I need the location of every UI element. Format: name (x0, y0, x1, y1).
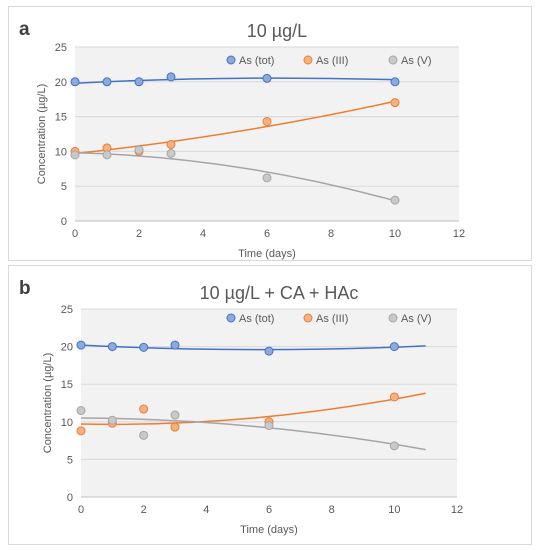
data-point-as-tot (134, 77, 144, 87)
x-tick-label: 0 (78, 504, 84, 516)
data-point-as-tot (107, 342, 117, 352)
legend-marker-as-v (388, 313, 398, 323)
data-point-as-v (107, 415, 117, 425)
legend-marker-as-tot (226, 313, 236, 323)
x-tick-label: 10 (388, 504, 400, 516)
data-point-as-v (390, 195, 400, 205)
x-axis-title: Time (days) (240, 524, 298, 536)
data-point-as-v (139, 430, 149, 440)
y-tick-label: 5 (67, 454, 73, 466)
plot-area (75, 47, 459, 221)
data-point-as-v (166, 148, 176, 158)
trendline-as-tot (80, 344, 426, 351)
x-tick-label: 2 (136, 228, 142, 240)
y-axis-title: Concentration (µg/L) (36, 84, 48, 185)
trendline-as-iii (74, 100, 396, 155)
trendline-as-v (74, 152, 396, 202)
y-tick-label: 25 (61, 304, 73, 316)
legend-label-as-v: As (V) (401, 55, 432, 67)
data-point-as-tot (262, 73, 272, 83)
data-point-as-iii (390, 98, 400, 108)
x-tick-label: 8 (329, 504, 335, 516)
x-tick-label: 0 (72, 228, 78, 240)
chart-title: 10 µg/L (247, 21, 307, 41)
chart-panel-b: b 0 5 10 15 20 25 0 2 4 6 8 10 12 10 µg/L + CA + HAc T… (8, 265, 532, 545)
plot-area (81, 309, 457, 497)
data-point-as-iii (262, 116, 272, 126)
x-tick-label: 6 (264, 228, 270, 240)
legend-label-as-v: As (V) (401, 313, 432, 325)
chart-svg: 0 5 10 15 20 25 0 2 4 6 8 10 12 10 µg/L + CA + HAc Tim… (42, 283, 463, 536)
y-axis-title: Concentration (µg/L) (42, 353, 54, 454)
y-tick-label: 15 (55, 112, 67, 124)
data-point-as-v (170, 410, 180, 420)
legend-label-as-iii: As (III) (316, 313, 348, 325)
data-point-as-tot (389, 342, 399, 352)
data-point-as-iii (139, 404, 149, 414)
data-point-as-tot (390, 77, 400, 87)
y-tick-label: 20 (61, 342, 73, 354)
data-point-as-v (70, 150, 80, 160)
y-tick-label: 25 (55, 42, 67, 54)
x-tick-label: 12 (453, 228, 465, 240)
trendline-as-tot (74, 77, 396, 84)
legend-marker-as-iii (303, 313, 313, 323)
data-point-as-tot (76, 340, 86, 350)
y-tick-label: 10 (55, 146, 67, 158)
data-point-as-tot (170, 340, 180, 350)
x-tick-label: 4 (203, 504, 209, 516)
y-tick-label: 10 (61, 417, 73, 429)
x-axis-title: Time (days) (238, 248, 296, 260)
legend-marker-as-tot (226, 55, 236, 65)
data-point-as-tot (139, 342, 149, 352)
panel-label: a (19, 19, 30, 40)
x-tick-label: 12 (451, 504, 463, 516)
data-point-as-iii (76, 426, 86, 436)
data-point-as-v (76, 406, 86, 416)
x-tick-label: 6 (266, 504, 272, 516)
y-tick-label: 15 (61, 379, 73, 391)
data-point-as-tot (70, 77, 80, 87)
legend-label-as-tot: As (tot) (239, 55, 274, 67)
data-point-as-tot (264, 346, 274, 356)
y-tick-label: 5 (61, 181, 67, 193)
legend-label-as-iii: As (III) (316, 55, 348, 67)
x-tick-label: 8 (328, 228, 334, 240)
chart-panel-a: a 0 5 10 15 20 25 0 2 4 6 8 10 12 10 µg/L Time (days) C… (8, 6, 532, 261)
data-point-as-v (389, 441, 399, 451)
trendline-as-iii (80, 392, 426, 426)
x-tick-label: 2 (141, 504, 147, 516)
y-tick-label: 0 (67, 492, 73, 504)
y-tick-label: 0 (61, 216, 67, 228)
data-point-as-iii (389, 392, 399, 402)
x-tick-label: 10 (389, 228, 401, 240)
panel-label: b (19, 278, 31, 299)
legend-marker-as-iii (303, 55, 313, 65)
data-point-as-iii (170, 422, 180, 432)
data-point-as-v (134, 145, 144, 155)
data-point-as-v (262, 173, 272, 183)
trendline-as-v (80, 417, 426, 451)
y-tick-label: 20 (55, 77, 67, 89)
data-point-as-v (102, 150, 112, 160)
data-point-as-tot (166, 72, 176, 82)
x-tick-label: 4 (200, 228, 206, 240)
chart-title: 10 µg/L + CA + HAc (200, 283, 359, 303)
legend-marker-as-v (388, 55, 398, 65)
data-point-as-tot (102, 77, 112, 87)
data-point-as-iii (166, 139, 176, 149)
legend-label-as-tot: As (tot) (239, 313, 274, 325)
data-point-as-v (264, 421, 274, 431)
chart-svg: 0 5 10 15 20 25 0 2 4 6 8 10 12 10 µg/L Time (days) Con… (36, 21, 465, 260)
